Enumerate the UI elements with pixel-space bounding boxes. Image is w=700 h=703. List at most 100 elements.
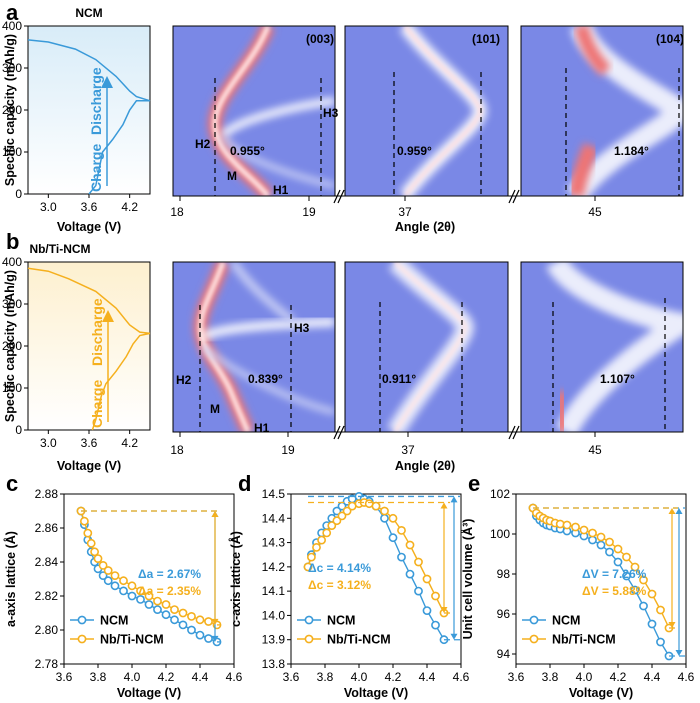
xtick-label: 3.6 <box>508 670 525 684</box>
data-point-ncm <box>431 620 440 630</box>
data-point-ncm <box>656 637 665 647</box>
ytick-label: 2.78 <box>35 657 59 671</box>
data-point-nbti <box>647 589 657 599</box>
legend-marker <box>529 615 539 625</box>
profile-xlabel-nbti: Voltage (V) <box>57 459 121 473</box>
data-point-nbti <box>571 522 580 532</box>
ytick-label: 94 <box>497 647 511 661</box>
discharge-curve-ncm <box>27 39 151 102</box>
x-axis-label: Voltage (V) <box>569 686 633 700</box>
phase-h2-b: H2 <box>176 373 192 387</box>
hm-tick-b-37: 37 <box>401 443 415 457</box>
xtick-label: 4.6 <box>678 670 695 684</box>
legend-marker <box>529 634 539 644</box>
heatmap-axis-a: 18 19 37 45 Angle (2θ) <box>170 189 683 234</box>
ytick-label: 100 <box>2 381 22 395</box>
data-point-nbti <box>153 596 162 606</box>
data-point-ncm <box>144 600 154 609</box>
heatmap-axis-b: 18 19 37 45 Angle (2θ) <box>170 425 683 473</box>
arrow-head <box>211 618 219 625</box>
hm-tick-a-45: 45 <box>588 205 602 219</box>
data-point-ncm <box>647 619 657 629</box>
arrow-head <box>440 502 448 509</box>
data-point-ncm <box>596 540 606 550</box>
xtick-label: 3.6 <box>56 670 73 684</box>
panel-label-a: a <box>6 0 19 25</box>
data-point-ncm <box>98 571 108 580</box>
profile-title-nbti: Nb/Ti-NCM <box>29 242 90 256</box>
panel-label-d: d <box>238 471 251 496</box>
shift-nbti-003: 0.839° <box>248 372 283 386</box>
delta-annotation: ΔV = 5.88% <box>582 584 647 598</box>
data-point-ncm <box>204 634 213 643</box>
delta-annotation: Δa = 2.67% <box>138 567 201 581</box>
ytick-label: 96 <box>497 607 511 621</box>
legend-label: NCM <box>100 614 128 628</box>
data-point-nbti <box>639 575 648 585</box>
hm-tick-a-37: 37 <box>398 205 412 219</box>
ytick-label: 400 <box>2 19 22 33</box>
ytick-label: 14.3 <box>262 536 286 550</box>
ytick-label: 14.1 <box>262 584 286 598</box>
data-point-nbti <box>332 516 342 526</box>
data-point-ncm <box>187 625 196 635</box>
charge-label-ncm: Charge <box>88 144 104 192</box>
reflection-003: (003) <box>306 32 334 46</box>
data-point-nbti <box>405 540 415 550</box>
data-point-nbti <box>83 528 93 538</box>
xtick-label: 3.6 <box>81 200 98 214</box>
ytick-label: 100 <box>490 527 510 541</box>
data-point-ncm <box>630 585 640 595</box>
data-point-ncm <box>178 620 188 630</box>
shift-nbti-104: 1.107° <box>600 372 635 386</box>
legend-marker <box>77 634 87 644</box>
shift-ncm-101: 0.959° <box>397 144 432 158</box>
data-point-ncm <box>422 606 432 615</box>
ytick-label: 13.8 <box>262 657 286 671</box>
ytick-label: 2.88 <box>35 487 59 501</box>
chart-unit-cell-volume: 94 96 98 100 102 3.6 3.8 4.0 4.2 4.4 4.6 Voltage (V… <box>460 487 695 700</box>
data-point-ncm <box>119 586 128 596</box>
data-point-ncm <box>613 557 623 567</box>
discharge-label-ncm: Discharge <box>88 67 104 135</box>
legend-label: Nb/Ti-NCM <box>100 633 164 647</box>
xtick-label: 4.2 <box>158 670 175 684</box>
charge-curve-nbti <box>91 332 151 431</box>
phase-h3-a: H3 <box>323 106 339 120</box>
data-point-nbti <box>195 615 205 625</box>
data-point-nbti <box>80 516 89 526</box>
data-point-nbti <box>380 506 389 516</box>
data-point-ncm <box>161 610 171 620</box>
ytick-label: 13.9 <box>262 633 286 647</box>
data-point-nbti <box>622 552 631 562</box>
heatmap-ncm-003: (003) 0.955° H1 M H2 H3 <box>172 25 339 197</box>
data-point-ncm <box>103 576 113 586</box>
ytick-label: 2.80 <box>35 623 59 637</box>
legend-marker <box>77 615 87 625</box>
y-axis-label: a-axis lattice (Å) <box>3 531 18 627</box>
delta-annotation: Δa = 2.35% <box>138 584 201 598</box>
phase-h1-b: H1 <box>254 421 270 435</box>
arrow-head <box>668 622 676 628</box>
delta-annotation: Δc = 3.12% <box>308 578 371 592</box>
data-point-nbti <box>312 543 321 552</box>
legend-marker <box>304 634 314 644</box>
ytick-label: 102 <box>490 487 510 501</box>
data-point-nbti <box>303 562 313 572</box>
xtick-label: 4.0 <box>351 670 368 684</box>
arrow-head <box>211 511 219 517</box>
discharge-curve-nbti <box>27 267 151 335</box>
data-point-nbti <box>144 591 154 601</box>
profile-xlabel-ncm: Voltage (V) <box>57 220 121 234</box>
ytick-label: 14.5 <box>262 487 286 501</box>
chart-c-axis-lattice: 13.8 13.9 14.0 14.1 14.2 14.3 14.4 14.5 3.6 3.8 4.… <box>228 487 470 700</box>
ytick-label: 100 <box>2 145 22 159</box>
reflection-104: (104) <box>656 32 684 46</box>
data-point-ncm <box>405 569 415 579</box>
data-point-ncm <box>397 552 406 562</box>
data-point-nbti <box>93 554 103 563</box>
ytick-label: 300 <box>2 61 22 75</box>
data-point-ncm <box>414 586 423 596</box>
hm-tick-b-45: 45 <box>588 443 602 457</box>
xtick-label: 3.6 <box>283 670 300 684</box>
